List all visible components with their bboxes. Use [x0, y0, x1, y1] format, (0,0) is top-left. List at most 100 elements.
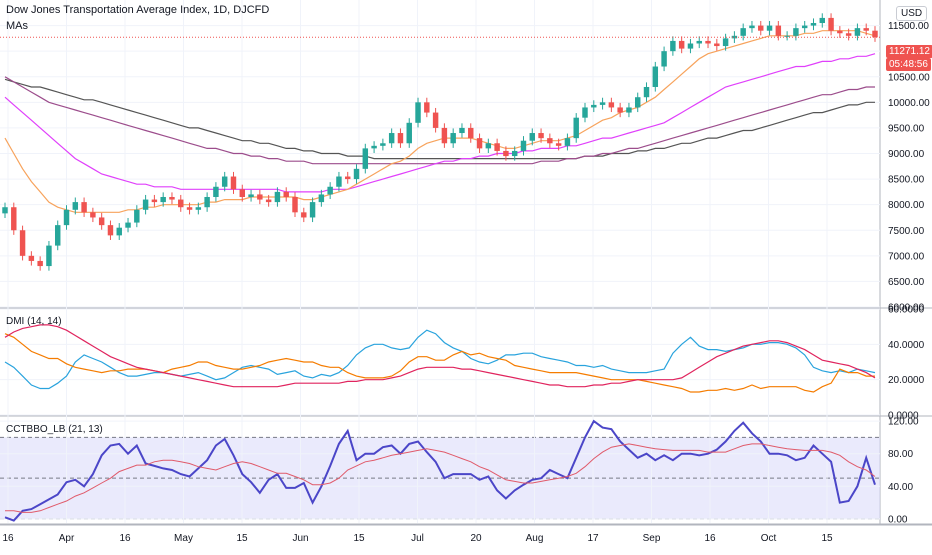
candle-body: [424, 102, 430, 113]
oscillator-indicator-label[interactable]: CCTBBO_LB (21, 13): [6, 424, 103, 435]
candle-body: [388, 133, 395, 144]
candle-body: [872, 30, 878, 38]
ma-long-line: [4, 78, 875, 160]
candle-body: [116, 227, 122, 236]
candle-body: [221, 176, 228, 187]
candle-body: [81, 202, 87, 213]
candle-body: [11, 207, 17, 231]
candle-body: [687, 43, 694, 49]
candle-body: [801, 25, 808, 29]
candle-body: [37, 260, 43, 267]
oscillator-main-line: [4, 419, 876, 522]
candle-body: [265, 199, 272, 203]
candle-body: [863, 28, 869, 31]
candle-body: [19, 230, 26, 256]
candle-body: [134, 209, 140, 223]
candle-body: [626, 107, 632, 113]
candle-body: [661, 51, 667, 67]
ma-fast-line: [4, 30, 876, 213]
y-tick-label-1-2: 40.0000: [888, 340, 925, 351]
candle-body: [239, 189, 245, 197]
dmi-indicator-label[interactable]: DMI (14, 14): [6, 316, 62, 327]
candle-body: [670, 40, 676, 52]
candle-body: [775, 25, 782, 36]
candle-body: [406, 122, 412, 144]
candle-body: [178, 199, 184, 208]
candle-body: [819, 17, 825, 24]
candle-body: [749, 25, 755, 29]
ma-mid-line: [4, 53, 876, 193]
candle-body: [503, 150, 509, 157]
x-tick-label-12: 16: [704, 533, 716, 544]
x-tick-label-0: 16: [2, 533, 14, 544]
candle-body: [309, 202, 316, 218]
candle-body: [151, 199, 158, 203]
currency-selector-button[interactable]: USD: [896, 6, 928, 21]
x-tick-label-3: May: [174, 533, 193, 544]
candle-body: [784, 35, 790, 37]
x-tick-label-4: 15: [236, 533, 248, 544]
candle-body: [292, 196, 298, 213]
candle-body: [731, 35, 738, 39]
candle-body: [714, 43, 720, 47]
candle-body: [380, 143, 386, 146]
candle-body: [450, 133, 456, 144]
candle-body: [758, 25, 764, 31]
candle-body: [582, 107, 588, 118]
x-tick-label-9: Aug: [526, 533, 544, 544]
candle-body: [837, 30, 843, 34]
y-tick-label-0-0: 6000.00: [888, 303, 925, 314]
y-tick-label-0-4: 8000.00: [888, 200, 925, 211]
candle-body: [547, 138, 553, 144]
candle-body: [301, 212, 307, 218]
moving-averages-label[interactable]: MAs: [6, 20, 28, 32]
candle-body: [485, 143, 492, 149]
candle-body: [28, 255, 35, 261]
candle-body: [125, 222, 131, 228]
y-tick-label-1-3: 60.0000: [888, 305, 925, 316]
y-tick-label-1-0: 0.0000: [888, 411, 919, 422]
y-tick-label-0-11: 11500.00: [888, 21, 929, 32]
candle-body: [599, 102, 606, 105]
y-tick-label-2-1: 40.00: [888, 482, 913, 493]
candle-body: [336, 176, 342, 187]
candle-body: [46, 245, 52, 267]
candle-body: [415, 102, 421, 123]
candle-body: [617, 107, 623, 113]
candle-body: [643, 86, 650, 98]
candle-body: [854, 28, 861, 36]
candle-body: [441, 127, 448, 144]
candle-body: [432, 112, 439, 128]
candle-body: [142, 199, 149, 210]
x-tick-label-1: Apr: [59, 533, 75, 544]
x-tick-label-7: Jul: [411, 533, 424, 544]
candle-body: [828, 17, 834, 31]
candle-body: [564, 138, 571, 146]
y-tick-label-2-0: 0.00: [888, 514, 908, 525]
candle-body: [353, 168, 360, 180]
candle-body: [494, 143, 500, 151]
candle-body: [55, 225, 61, 246]
chart-title: Dow Jones Transportation Average Index, …: [6, 4, 270, 16]
candle-body: [529, 133, 535, 141]
candle-body: [766, 25, 773, 31]
candle-body: [327, 186, 333, 195]
candle-body: [257, 194, 263, 200]
y-tick-label-0-5: 8500.00: [888, 175, 925, 186]
x-tick-label-2: 16: [119, 533, 131, 544]
candle-body: [98, 217, 105, 226]
adx-line: [4, 324, 876, 388]
y-tick-label-0-9: 10500.00: [888, 72, 930, 83]
oscillator-signal-line: [5, 443, 876, 513]
candle-body: [696, 40, 702, 44]
last-price-badge: 11271.12: [886, 45, 932, 58]
candle-body: [608, 102, 615, 108]
x-tick-label-13: Oct: [761, 533, 777, 544]
candle-body: [740, 28, 746, 36]
bar-countdown-badge: 05:48:56: [886, 58, 931, 71]
candle-body: [678, 40, 685, 49]
candle-body: [274, 191, 281, 203]
x-tick-label-8: 20: [470, 533, 482, 544]
